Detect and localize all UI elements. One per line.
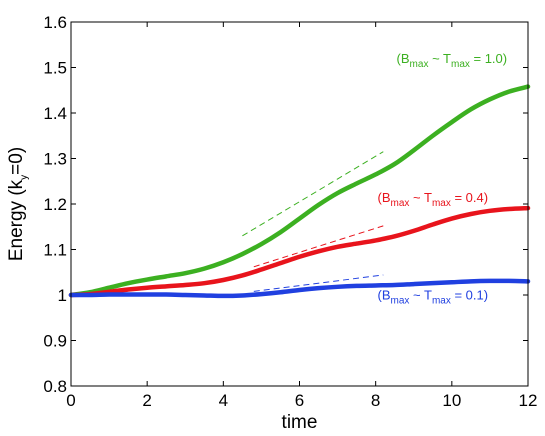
x-axis-label: time	[282, 412, 318, 433]
y-axis-label: Energy (ky=0)	[6, 147, 30, 261]
annotations-layer: (Bmax ~ Tmax = 1.0) (Bmax ~ Tmax = 0.4) (B…	[378, 51, 508, 307]
x-tick-label: 2	[142, 391, 151, 410]
annotation-2: (Bmax ~ Tmax = 0.4)	[378, 190, 489, 209]
reference-line-2	[253, 225, 384, 268]
y-axis-label-tail: =0)	[6, 147, 27, 175]
labels-layer: 0 2 4 6 8 10 12 0.8 0.9 1 1.1 1.2 1.3 1.4 1.5 1.6	[43, 13, 537, 410]
y-tick-label: 1.5	[43, 59, 67, 78]
x-tick-label: 10	[442, 391, 461, 410]
y-axis-label-main: Energy (k	[6, 179, 27, 261]
x-tick-label: 6	[295, 391, 304, 410]
reference-line-1	[242, 151, 384, 237]
y-tick-label: 1.3	[43, 150, 67, 169]
y-tick-label: 0.9	[43, 332, 67, 351]
x-tick-label: 12	[519, 391, 538, 410]
y-tick-label: 1.1	[43, 241, 67, 260]
x-tick-label: 4	[219, 391, 228, 410]
y-axis-label-sub: y	[19, 175, 30, 180]
x-tick-label: 0	[66, 391, 75, 410]
y-tick-label: 1.6	[43, 13, 67, 32]
series-line-2	[68, 205, 531, 298]
reference-lines-layer	[242, 151, 384, 292]
plot-frame	[70, 21, 529, 387]
annotation-1: (Bmax ~ Tmax = 1.0)	[397, 51, 508, 70]
x-tick-label: 8	[371, 391, 380, 410]
y-tick-label: 1	[58, 286, 67, 305]
curves-layer	[68, 84, 531, 299]
y-tick-label: 1.4	[43, 104, 67, 123]
y-tick-label: 1.2	[43, 195, 67, 214]
reference-line-3	[253, 274, 384, 292]
annotation-3: (Bmax ~ Tmax = 0.1)	[378, 288, 489, 307]
series-line-3	[68, 278, 531, 299]
series-line-1	[68, 84, 531, 298]
y-tick-label: 0.8	[43, 377, 67, 396]
